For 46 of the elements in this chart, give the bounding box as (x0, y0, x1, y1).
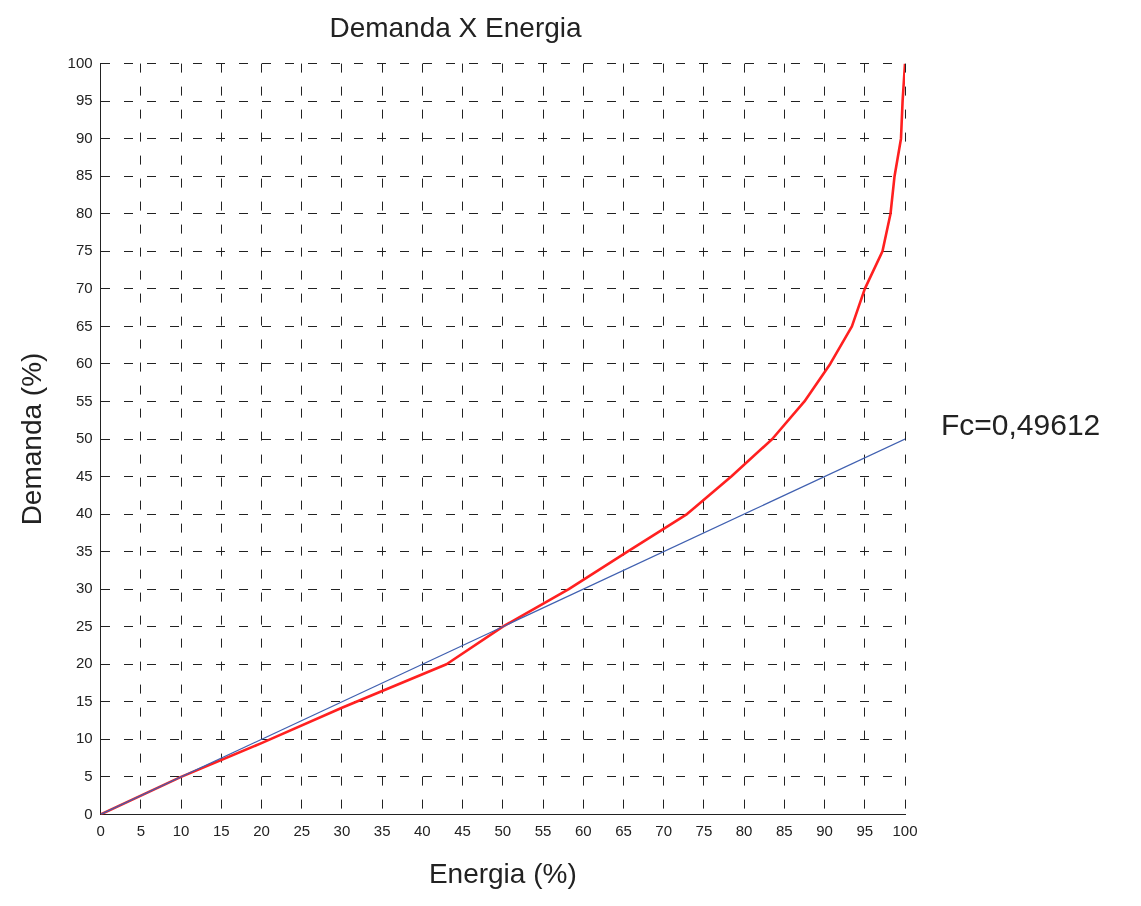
y-tick-label: 40 (75, 504, 93, 522)
y-tick-label: 15 (75, 691, 93, 709)
x-tick-label: 35 (373, 821, 391, 839)
y-tick-label: 55 (75, 391, 93, 409)
chart-title: Demanda X Energia (329, 11, 582, 43)
x-tick-label: 75 (695, 821, 713, 839)
x-tick-label: 95 (856, 821, 874, 839)
x-tick-label: 100 (892, 821, 918, 839)
y-tick-label: 75 (75, 241, 93, 259)
y-tick-label: 0 (84, 804, 93, 822)
y-tick-label: 80 (75, 203, 93, 221)
annotation: Fc=0,49612 (941, 408, 1101, 442)
x-tick-label: 15 (212, 821, 230, 839)
y-tick-label: 25 (75, 616, 93, 634)
x-tick-label: 40 (414, 821, 431, 839)
x-axis-title: Energia (%) (428, 857, 577, 889)
x-tick-label: 5 (136, 821, 146, 839)
y-tick-label: 5 (84, 767, 93, 784)
y-tick-label: 20 (75, 654, 93, 672)
y-tick-label: 60 (75, 354, 93, 372)
x-tick-label: 10 (172, 821, 190, 839)
y-tick-label: 35 (75, 541, 93, 559)
x-tick-label: 0 (96, 821, 105, 839)
y-tick-label: 45 (75, 466, 93, 484)
y-tick-label: 65 (75, 316, 93, 334)
x-tick-label: 70 (655, 821, 673, 839)
x-tick-label: 45 (454, 821, 471, 839)
x-tick-label: 80 (735, 821, 753, 839)
x-tick-label: 65 (615, 821, 632, 839)
x-tick-label: 20 (253, 821, 270, 839)
y-tick-label: 85 (75, 166, 93, 184)
x-tick-label: 30 (333, 821, 351, 839)
x-tick-label: 90 (816, 821, 833, 839)
y-tick-label: 95 (75, 91, 93, 109)
y-tick-label: 50 (75, 429, 93, 447)
x-tick-label: 60 (574, 821, 592, 839)
y-tick-label: 90 (75, 128, 93, 146)
y-tick-label: 10 (75, 729, 93, 747)
y-tick-label: 100 (67, 53, 93, 71)
x-tick-label: 50 (494, 821, 512, 839)
y-tick-label: 30 (75, 579, 93, 597)
y-tick-label: 70 (75, 278, 93, 296)
y-axis-title: Demanda (%) (15, 352, 47, 526)
x-tick-label: 25 (293, 821, 311, 839)
x-tick-label: 85 (776, 821, 793, 839)
x-tick-label: 55 (534, 821, 552, 839)
